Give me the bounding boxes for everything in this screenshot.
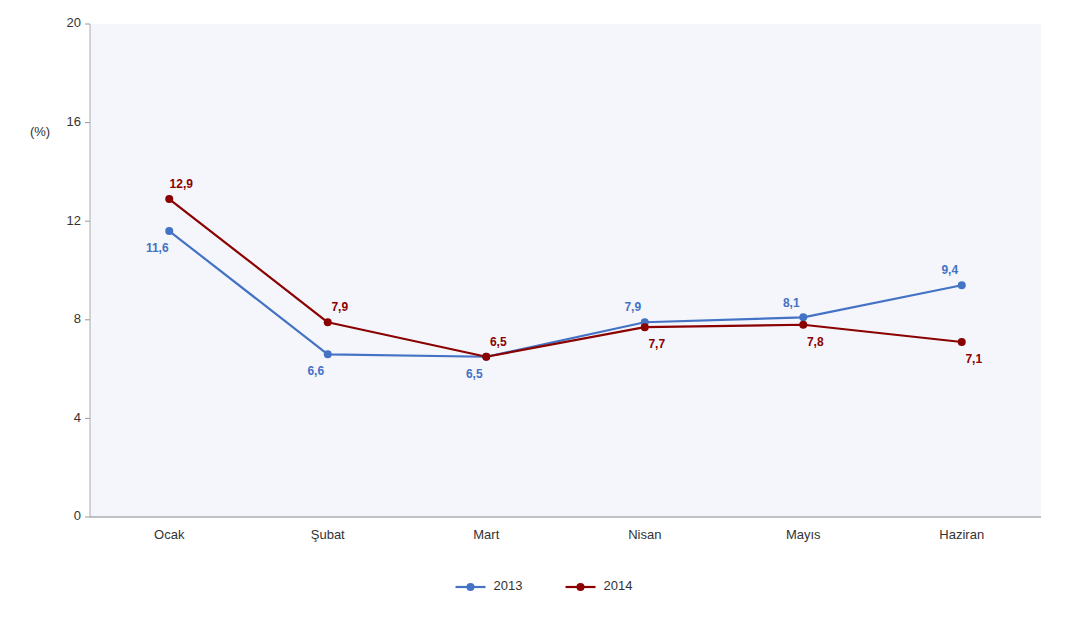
series-marker xyxy=(482,353,490,361)
series-marker xyxy=(799,313,807,321)
data-label: 7,9 xyxy=(624,300,641,314)
data-label: 12,9 xyxy=(170,177,194,191)
legend-label: 2013 xyxy=(494,578,523,593)
y-tick xyxy=(85,418,90,419)
series-marker xyxy=(641,323,649,331)
data-label: 7,8 xyxy=(807,335,824,349)
plot-background xyxy=(90,24,1041,517)
x-tick-label: Nisan xyxy=(628,527,661,542)
data-label: 9,4 xyxy=(941,263,958,277)
y-axis-line xyxy=(90,24,91,517)
data-label: 6,6 xyxy=(307,364,324,378)
y-tick-label: 4 xyxy=(74,410,81,425)
y-tick-label: 12 xyxy=(67,213,81,228)
axes: 0 4 8 12 16 20 Ocak Şubat Mart Nisan Mayıs Haziran xyxy=(67,15,1041,542)
series-line xyxy=(169,231,962,357)
y-axis-label: (%) xyxy=(30,124,50,139)
y-tick xyxy=(85,319,90,320)
chart-container: 0 4 8 12 16 20 Ocak Şubat Mart Nisan Mayıs Haziran (… xyxy=(0,0,1071,627)
series-marker xyxy=(324,350,332,358)
x-axis-line xyxy=(90,517,1041,518)
series-marker xyxy=(482,353,490,361)
y-tick xyxy=(85,221,90,222)
y-tick xyxy=(85,517,90,518)
legend-marker xyxy=(577,583,585,591)
data-label: 8,1 xyxy=(783,296,800,310)
y-tick-label: 16 xyxy=(67,114,81,129)
legend: 2013 2014 xyxy=(456,578,633,593)
series-group xyxy=(165,195,966,361)
data-label: 6,5 xyxy=(490,335,507,349)
x-tick-label: Şubat xyxy=(311,527,345,542)
y-tick xyxy=(85,122,90,123)
data-label: 7,9 xyxy=(331,300,348,314)
series-line xyxy=(169,199,962,357)
x-tick-label: Mart xyxy=(473,527,499,542)
series-marker xyxy=(165,227,173,235)
data-label: 7,1 xyxy=(965,352,982,366)
series-marker xyxy=(324,318,332,326)
series-marker xyxy=(958,281,966,289)
y-tick xyxy=(85,24,90,25)
data-label: 7,7 xyxy=(648,337,665,351)
series-marker xyxy=(799,321,807,329)
series-marker xyxy=(958,338,966,346)
x-tick-label: Ocak xyxy=(154,527,185,542)
series-marker xyxy=(165,195,173,203)
legend-label: 2014 xyxy=(604,578,633,593)
legend-marker xyxy=(467,583,475,591)
x-tick-label: Haziran xyxy=(939,527,984,542)
data-labels: 11,6 6,6 6,5 7,9 8,1 9,4 12,9 7,9 6,5 7,7 7,8 7,1 xyxy=(146,177,983,381)
chart: 0 4 8 12 16 20 Ocak Şubat Mart Nisan Mayıs Haziran (… xyxy=(0,0,1071,627)
y-tick-label: 0 xyxy=(74,508,81,523)
y-tick-label: 8 xyxy=(74,311,81,326)
x-tick-label: Mayıs xyxy=(786,527,821,542)
y-tick-label: 20 xyxy=(67,15,81,30)
data-label: 6,5 xyxy=(466,367,483,381)
data-label: 11,6 xyxy=(146,241,169,255)
